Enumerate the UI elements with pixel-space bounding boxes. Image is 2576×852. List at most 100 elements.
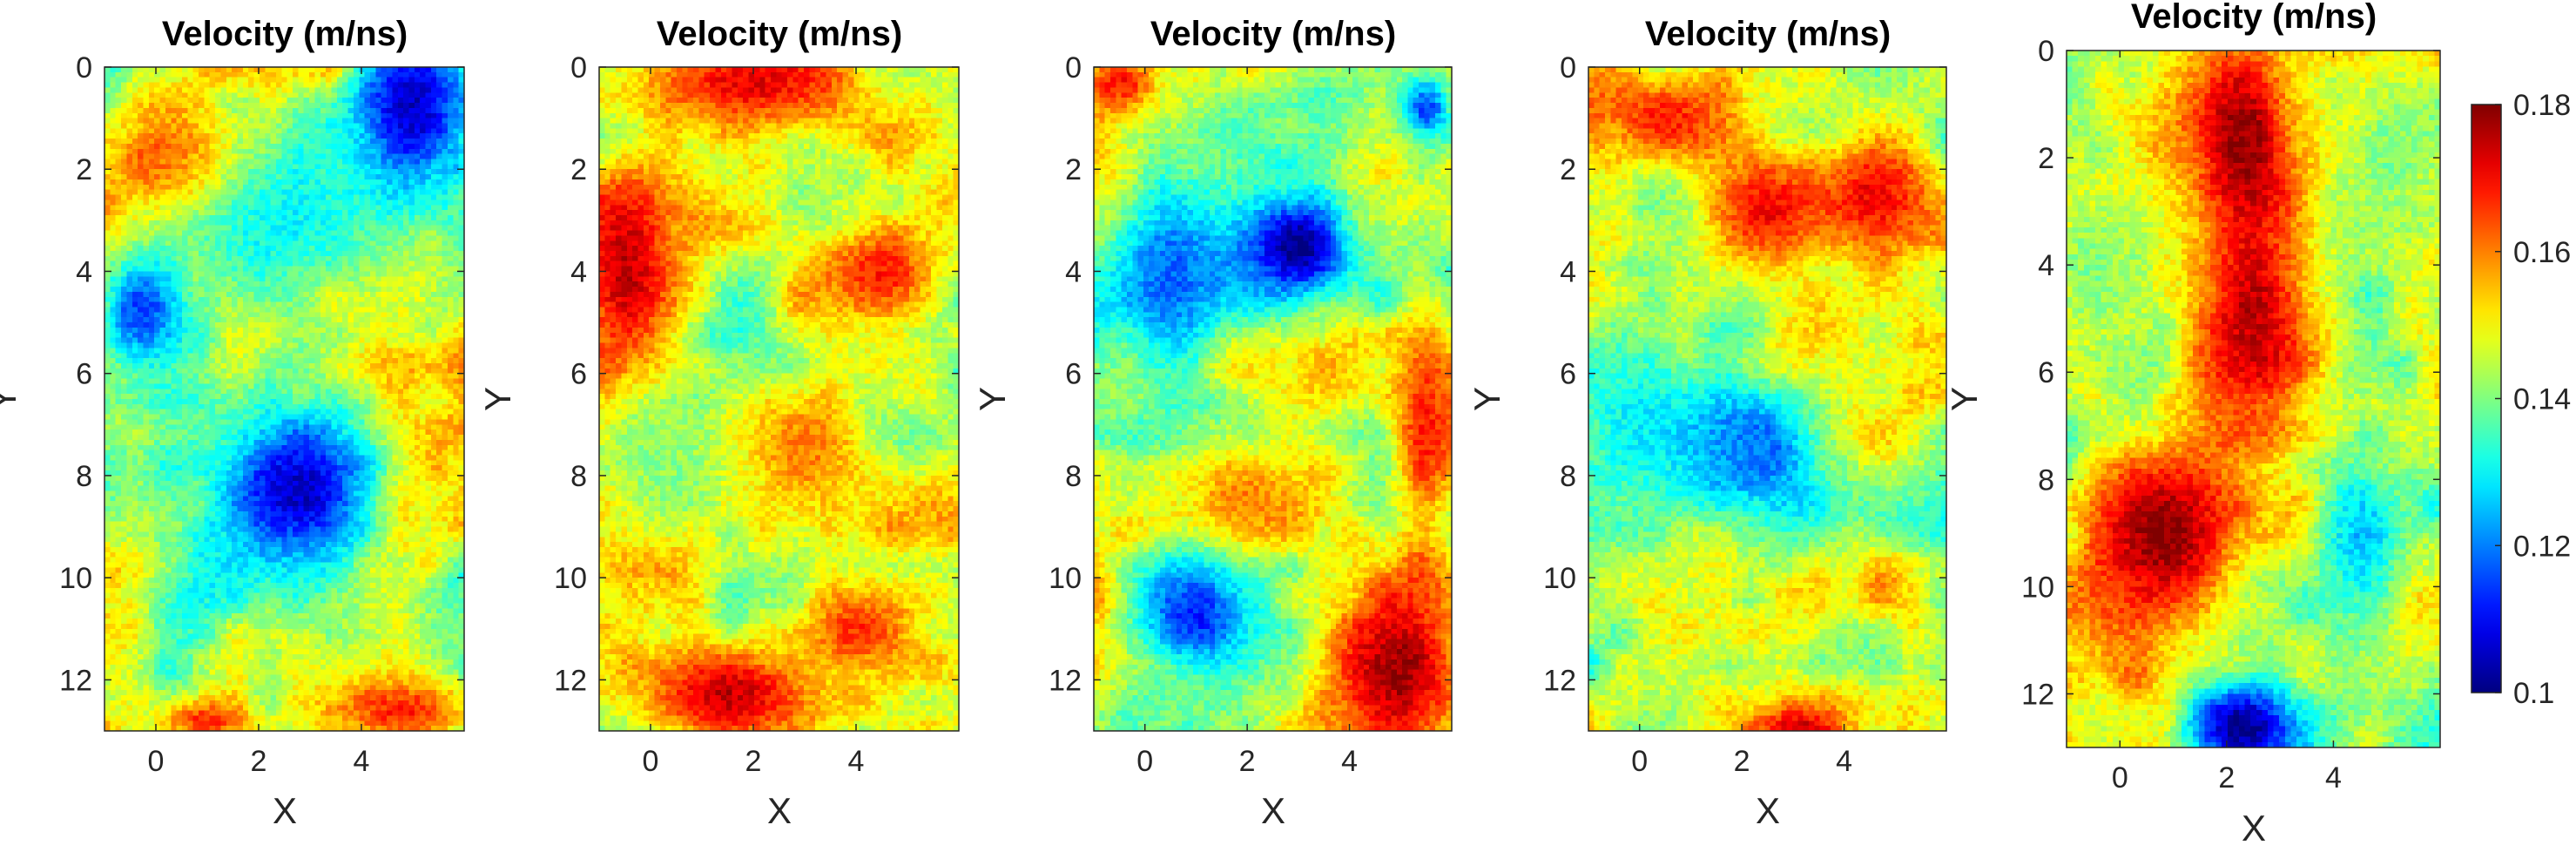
heatmap-cell [110,383,117,389]
heatmap-cell [232,251,239,257]
heatmap-cell [303,307,310,313]
heatmap-cell [209,92,216,98]
heatmap-cell [442,235,448,241]
heatmap-cell [220,322,227,328]
heatmap-cell [453,159,460,165]
heatmap-cell [237,287,244,293]
heatmap-cell [220,179,227,186]
heatmap-cell [364,174,371,180]
heatmap-cell [387,281,393,287]
heatmap-cell [425,189,432,196]
heatmap-cell [430,373,437,380]
heatmap-cell [115,260,122,267]
heatmap-cell [165,368,172,375]
heatmap-cell [159,312,166,318]
heatmap-cell [199,92,205,98]
heatmap-cell [131,362,138,369]
heatmap-cell [121,373,128,380]
heatmap-cell [138,118,145,125]
heatmap-cell [359,373,366,380]
heatmap-cell [148,394,155,400]
heatmap-cell [453,358,460,364]
heatmap-cell [171,194,178,200]
heatmap-cell [209,394,216,400]
heatmap-cell [331,77,338,84]
heatmap-cell [131,378,138,385]
heatmap-cell [215,118,222,125]
heatmap-cell [220,246,227,252]
heatmap-cell [447,214,454,221]
heatmap-cell [192,153,199,160]
heatmap-cell [425,287,432,293]
heatmap-cell [430,450,437,456]
heatmap-cell [342,143,349,150]
heatmap-cell [181,251,188,257]
heatmap-cell [287,159,293,165]
heatmap-cell [226,118,233,125]
heatmap-cell [293,169,299,175]
heatmap-cell [458,301,465,308]
heatmap-cell [331,107,338,114]
heatmap-cell [314,368,321,375]
heatmap-cell [420,419,427,425]
heatmap-cell [187,251,194,257]
heatmap-cell [436,174,443,180]
heatmap-cell [259,322,266,328]
heatmap-cell [453,148,460,155]
heatmap-cell [148,281,155,287]
heatmap-cell [138,419,145,425]
heatmap-cell [442,128,448,134]
heatmap-cell [287,358,293,364]
heatmap-cell [420,112,427,119]
heatmap-cell [281,439,288,446]
heatmap-cell [115,312,122,318]
heatmap-cell [281,255,288,262]
heatmap-cell [342,225,349,232]
heatmap-cell [403,399,410,405]
heatmap-cell [314,358,321,364]
heatmap-cell [226,358,233,364]
heatmap-cell [259,107,266,114]
heatmap-cell [375,164,382,170]
heatmap-cell [265,107,272,114]
heatmap-cell [392,281,399,287]
heatmap-cell [436,296,443,303]
heatmap-cell [408,214,415,221]
heatmap-cell [320,77,327,84]
heatmap-cell [303,414,310,421]
heatmap-cell [115,342,122,348]
heatmap-cell [171,214,178,221]
heatmap-cell [447,435,454,441]
heatmap-cell [403,291,410,298]
heatmap-cell [209,148,216,155]
heatmap-cell [425,291,432,298]
heatmap-cell [375,332,382,339]
heatmap-cell [131,307,138,313]
heatmap-cell [209,205,216,211]
heatmap-cell [154,255,161,262]
heatmap-cell [204,179,211,186]
heatmap-cell [199,332,205,339]
heatmap-cell [436,389,443,395]
heatmap-cell [259,87,266,93]
heatmap-cell [237,409,244,416]
heatmap-cell [392,435,399,441]
heatmap-cell [154,199,161,206]
heatmap-cell [293,87,299,93]
heatmap-cell [248,174,255,180]
heatmap-cell [226,455,233,461]
heatmap-cell [159,139,166,145]
heatmap-cell [359,123,366,129]
heatmap-cell [165,409,172,416]
heatmap-cell [121,210,128,216]
heatmap-cell [436,153,443,160]
heatmap-cell [204,368,211,375]
heatmap-cell [105,184,111,191]
heatmap-cell [253,291,260,298]
heatmap-cell [242,317,249,323]
heatmap-cell [187,435,194,441]
heatmap-cell [138,362,145,369]
heatmap-cell [453,301,460,308]
heatmap-cell [408,266,415,273]
heatmap-cell [138,439,145,446]
